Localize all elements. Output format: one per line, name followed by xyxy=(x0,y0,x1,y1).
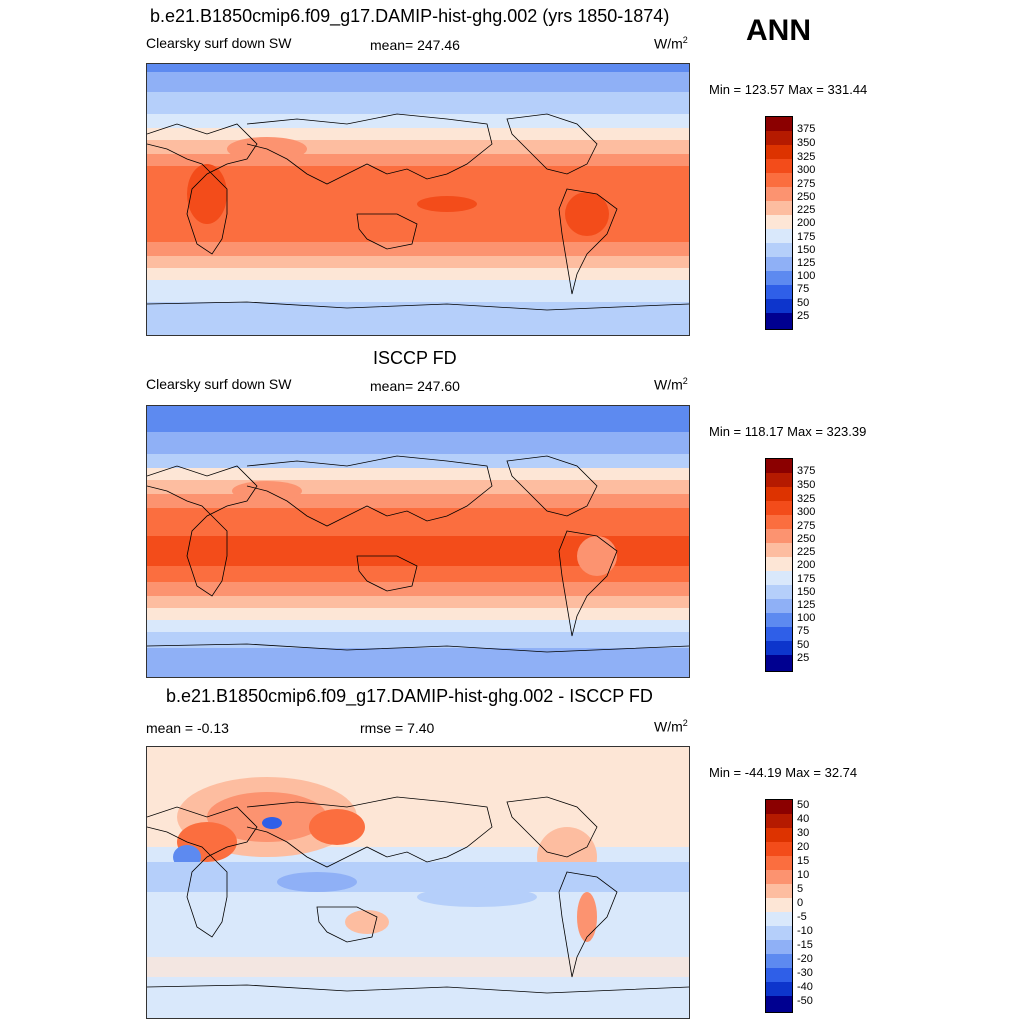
cbar2-label: 200 xyxy=(797,559,816,571)
panel2-units: W/m2 xyxy=(654,376,688,393)
panel3-units: W/m2 xyxy=(654,718,688,735)
cbar2-label: 150 xyxy=(797,586,816,598)
cbar3-label: -50 xyxy=(797,995,813,1007)
cbar3-label: -15 xyxy=(797,939,813,951)
panel1-min-max: Min = 123.57 Max = 331.44 xyxy=(709,82,868,97)
panel2-mean-label: mean= 247.60 xyxy=(370,378,460,394)
cbar1-label: 250 xyxy=(797,191,816,203)
cbar2-label: 325 xyxy=(797,493,816,505)
cbar1-label: 200 xyxy=(797,217,816,229)
panel3-mean-label: mean = -0.13 xyxy=(146,720,229,736)
cbar1-label: 300 xyxy=(797,164,816,176)
cbar2-label: 300 xyxy=(797,506,816,518)
panel1-map xyxy=(146,63,690,336)
panel1-title: b.e21.B1850cmip6.f09_g17.DAMIP-hist-ghg.… xyxy=(150,6,670,26)
cbar2-label: 25 xyxy=(797,652,810,664)
cbar2-label: 375 xyxy=(797,465,816,477)
panel3-min-max: Min = -44.19 Max = 32.74 xyxy=(709,765,858,780)
cbar1-label: 375 xyxy=(797,123,816,135)
cbar3-label: 10 xyxy=(797,869,810,881)
cbar1-label: 150 xyxy=(797,244,816,256)
cbar3-label: 40 xyxy=(797,813,810,825)
cbar1-label: 225 xyxy=(797,204,816,216)
cbar3-label: 30 xyxy=(797,827,810,839)
panel2-variable-label: Clearsky surf down SW xyxy=(146,376,292,392)
cbar1-label: 325 xyxy=(797,151,816,163)
cbar2-label: 350 xyxy=(797,479,816,491)
cbar2-label: 100 xyxy=(797,612,816,624)
cbar3-label: -20 xyxy=(797,953,813,965)
cbar1-label: 175 xyxy=(797,231,816,243)
panel2-title: ISCCP FD xyxy=(373,348,457,368)
cbar1-label: 25 xyxy=(797,310,810,322)
season-label: ANN xyxy=(746,14,811,47)
cbar3-label: 20 xyxy=(797,841,810,853)
cbar1-label: 350 xyxy=(797,137,816,149)
cbar3-label: 0 xyxy=(797,897,804,909)
panel2-colorbar xyxy=(765,458,793,672)
panel1-variable-label: Clearsky surf down SW xyxy=(146,35,292,51)
cbar3-label: -40 xyxy=(797,981,813,993)
cbar1-label: 50 xyxy=(797,297,810,309)
cbar2-label: 50 xyxy=(797,639,810,651)
cbar2-label: 75 xyxy=(797,625,810,637)
panel3-title: b.e21.B1850cmip6.f09_g17.DAMIP-hist-ghg.… xyxy=(166,686,653,706)
panel3-rmse-label: rmse = 7.40 xyxy=(360,720,435,736)
cbar2-label: 275 xyxy=(797,520,816,532)
cbar3-label: 50 xyxy=(797,799,810,811)
panel3-map xyxy=(146,746,690,1019)
cbar3-label: -30 xyxy=(797,967,813,979)
cbar3-label: 15 xyxy=(797,855,810,867)
cbar2-label: 125 xyxy=(797,599,816,611)
cbar2-label: 225 xyxy=(797,546,816,558)
panel1-colorbar xyxy=(765,116,793,330)
cbar1-label: 100 xyxy=(797,270,816,282)
cbar1-label: 125 xyxy=(797,257,816,269)
panel2-map xyxy=(146,405,690,678)
cbar1-label: 275 xyxy=(797,178,816,190)
cbar2-label: 175 xyxy=(797,573,816,585)
panel1-mean-label: mean= 247.46 xyxy=(370,37,460,53)
cbar2-label: 250 xyxy=(797,533,816,545)
cbar3-label: 5 xyxy=(797,883,804,895)
panel2-min-max: Min = 118.17 Max = 323.39 xyxy=(709,424,867,439)
cbar3-label: -5 xyxy=(797,911,807,923)
cbar1-label: 75 xyxy=(797,283,810,295)
panel1-units: W/m2 xyxy=(654,35,688,52)
cbar3-label: -10 xyxy=(797,925,813,937)
panel3-colorbar xyxy=(765,799,793,1013)
